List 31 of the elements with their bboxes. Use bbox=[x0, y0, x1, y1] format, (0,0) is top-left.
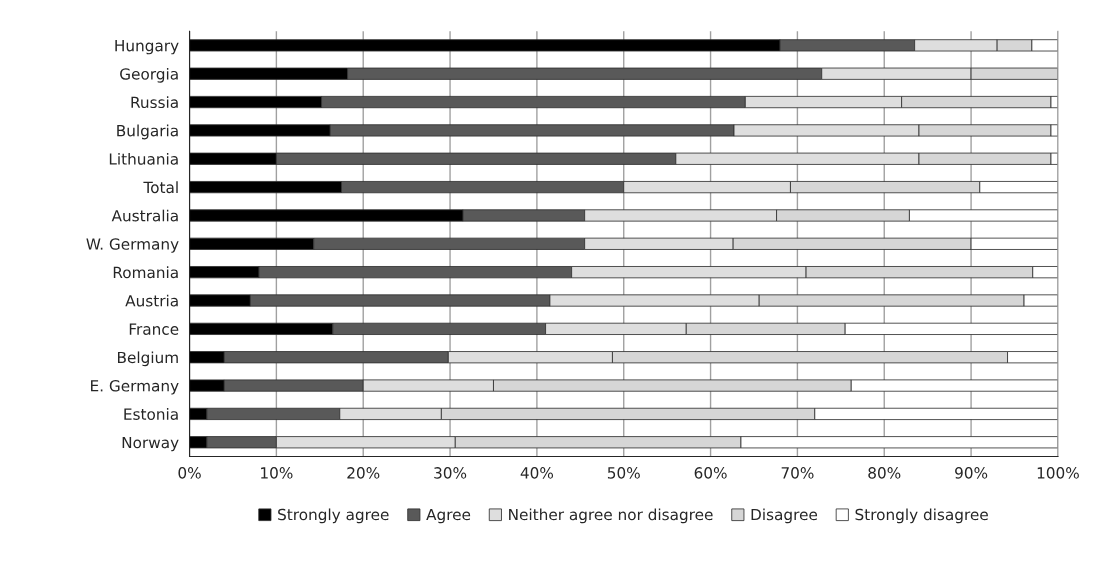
y-tick-label: Australia bbox=[111, 209, 178, 222]
x-tick-label: 10% bbox=[261, 467, 293, 479]
y-tick-label: E. Germany bbox=[91, 380, 179, 395]
x-tick-label: 70% bbox=[781, 467, 814, 479]
y-tick-label: Total bbox=[143, 181, 178, 194]
legend-label: Disagree bbox=[751, 508, 818, 524]
legend-label: Neither agree nor disagree bbox=[509, 508, 713, 524]
y-tick-label: France bbox=[129, 323, 179, 335]
y-tick-label: Romania bbox=[113, 266, 178, 279]
y-tick-label: Belgium bbox=[117, 351, 178, 367]
x-tick-label: 20% bbox=[347, 467, 380, 479]
legend-label: Agree bbox=[426, 508, 471, 524]
y-tick-label: W. Germany bbox=[86, 238, 179, 253]
y-tick-label: Russia bbox=[131, 96, 178, 109]
x-tick-label: 100% bbox=[1037, 467, 1079, 479]
x-tick-label: 50% bbox=[607, 467, 640, 479]
y-tick-label: Georgia bbox=[120, 67, 178, 83]
y-tick-label: Norway bbox=[122, 436, 179, 452]
y-tick-label: Estonia bbox=[124, 408, 178, 420]
legend-label: Strongly disagree bbox=[855, 508, 988, 524]
x-tick-label: 30% bbox=[434, 467, 467, 479]
y-tick-label: Hungary bbox=[115, 40, 179, 55]
x-tick-label: 0% bbox=[178, 467, 201, 479]
x-tick-label: 60% bbox=[694, 467, 727, 479]
x-tick-label: 80% bbox=[868, 467, 901, 479]
x-tick-label: 90% bbox=[955, 467, 988, 479]
y-tick-label: Austria bbox=[125, 294, 178, 307]
y-tick-label: Bulgaria bbox=[117, 124, 178, 140]
legend-label: Strongly agree bbox=[278, 508, 389, 524]
x-tick-label: 40% bbox=[520, 467, 554, 479]
y-tick-label: Lithuania bbox=[109, 152, 178, 165]
